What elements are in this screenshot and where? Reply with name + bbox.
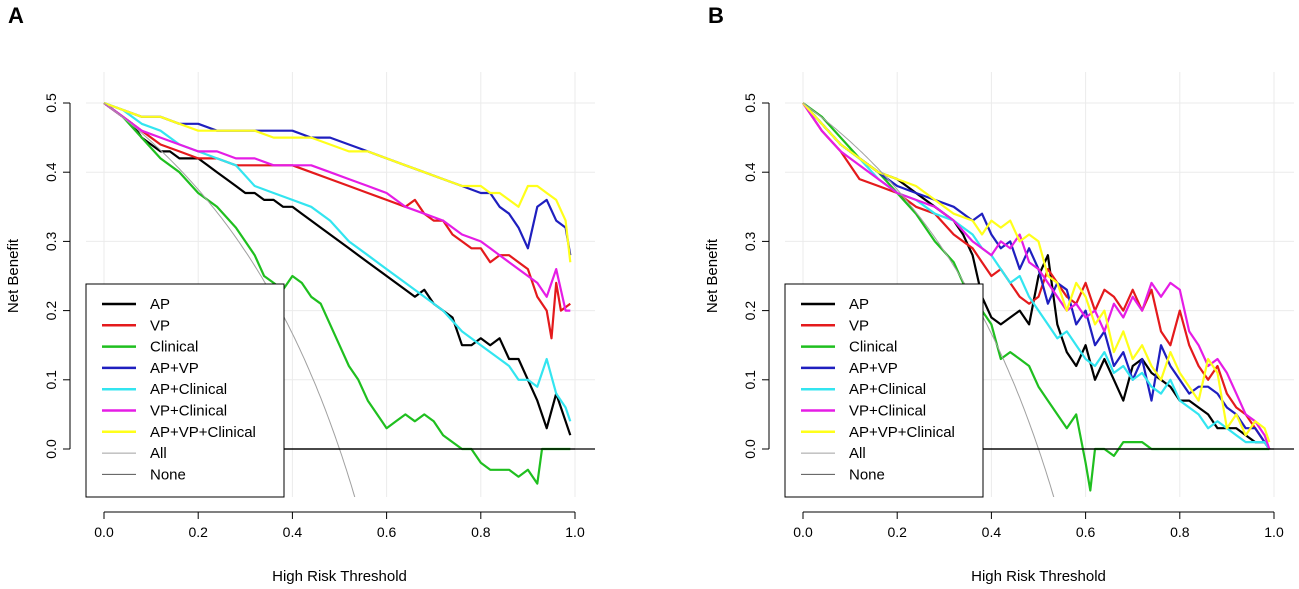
x-tick-label: 1.0 — [565, 524, 585, 540]
series-line-all — [103, 102, 356, 497]
legend-label: None — [849, 466, 885, 483]
legend-label: AP+VP+Clinical — [849, 424, 955, 441]
series-line-clinical — [103, 102, 571, 485]
legend-label: AP+Clinical — [150, 381, 227, 398]
x-tick-label: 1.0 — [1264, 524, 1284, 540]
y-tick-label: 0.3 — [742, 231, 758, 251]
legend-label: Clinical — [150, 339, 198, 356]
series-line-ap-vp-clinical — [802, 102, 1271, 443]
y-tick-label: 0.5 — [43, 93, 59, 113]
series-line-ap — [103, 102, 572, 436]
legend-label: AP+VP — [150, 360, 199, 377]
series-line-ap-vp-clinical — [103, 101, 572, 263]
chart-panel-a: 0.0 0.2 0.4 0.6 0.8 1.0 High Risk Threshold 0.0… — [5, 72, 595, 585]
legend-label: VP — [849, 317, 869, 334]
legend-label: All — [849, 445, 866, 462]
x-tick-label: 0.6 — [377, 524, 397, 540]
y-tick-label: 0.5 — [742, 93, 758, 113]
legend-box — [85, 283, 285, 498]
y-tick-label: 0.2 — [43, 301, 59, 321]
y-tick-label: 0.0 — [43, 439, 59, 459]
legend-label: VP+Clinical — [150, 403, 227, 420]
legend-label: Clinical — [849, 339, 897, 356]
legend-label: AP+VP+Clinical — [150, 424, 256, 441]
legend-label: VP+Clinical — [849, 403, 926, 420]
legend-box — [784, 283, 984, 498]
series-line-ap-vp — [103, 101, 572, 256]
legend-label: AP — [849, 296, 869, 313]
x-tick-label: 0.2 — [188, 524, 208, 540]
panel-label-a: A — [8, 3, 24, 28]
chart-panel-b: 0.0 0.2 0.4 0.6 0.8 1.0 High Risk Threshold 0.0… — [704, 72, 1294, 585]
y-axis-title: Net Benefit — [704, 238, 721, 313]
series-group — [103, 101, 575, 497]
y-tick-label: 0.2 — [742, 301, 758, 321]
legend-label: AP+Clinical — [849, 381, 926, 398]
y-tick-label: 0.1 — [43, 370, 59, 390]
y-axis-title: Net Benefit — [5, 238, 22, 313]
legend: AP VP Clinical AP+VP AP+Clinical VP+Clinical A… — [784, 283, 984, 498]
legend: AP VP Clinical AP+VP AP+Clinical VP+Clinical A… — [85, 283, 285, 498]
x-tick-label: 0.8 — [1170, 524, 1190, 540]
x-tick-label: 0.0 — [793, 524, 813, 540]
x-axis-title: High Risk Threshold — [272, 568, 407, 585]
legend-label: All — [150, 445, 167, 462]
legend-label: AP+VP — [849, 360, 898, 377]
series-line-all — [802, 102, 1055, 497]
x-tick-label: 0.4 — [283, 524, 303, 540]
x-tick-label: 0.4 — [982, 524, 1002, 540]
series-line-vp-clinical — [802, 102, 1271, 450]
x-axis-title: High Risk Threshold — [971, 568, 1106, 585]
y-tick-label: 0.0 — [742, 439, 758, 459]
legend-label: None — [150, 466, 186, 483]
series-line-vp-clinical — [103, 102, 571, 312]
y-tick-label: 0.4 — [43, 162, 59, 182]
panel-label-b: B — [708, 3, 724, 28]
legend-label: VP — [150, 317, 170, 334]
y-tick-label: 0.4 — [742, 162, 758, 182]
y-tick-label: 0.3 — [43, 231, 59, 251]
series-line-clinical — [802, 102, 1270, 492]
legend-label: AP — [150, 296, 170, 313]
series-group — [802, 102, 1274, 497]
x-tick-label: 0.2 — [887, 524, 907, 540]
x-tick-label: 0.6 — [1076, 524, 1096, 540]
x-tick-label: 0.8 — [471, 524, 491, 540]
x-tick-label: 0.0 — [94, 524, 114, 540]
series-line-ap-clinical — [802, 102, 1271, 450]
y-tick-label: 0.1 — [742, 370, 758, 390]
